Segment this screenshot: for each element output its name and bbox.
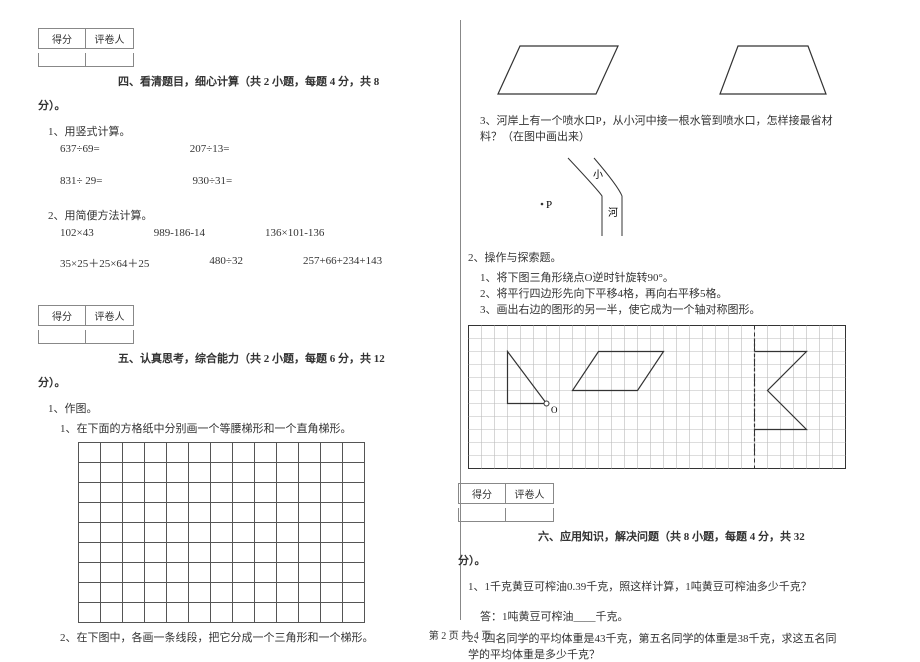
shapes-row: [488, 38, 842, 102]
s5-q2-label: 2、操作与探索题。: [468, 249, 842, 265]
s4-q1-row2: 831÷ 29= 930÷31=: [60, 175, 422, 187]
section6-title: 六、应用知识，解决问题（共 8 小题，每题 4 分，共 32: [538, 528, 842, 544]
score-box: 得分 评卷人: [38, 305, 134, 326]
s4-q2-row1: 102×43 989-186-14 136×101-136: [60, 227, 422, 239]
s6-q1: 1、1千克黄豆可榨油0.39千克，照这样计算，1吨黄豆可榨油多少千克？: [468, 578, 842, 594]
parallelogram-shape: [488, 38, 628, 102]
s5-q2-sub3: 3、画出右边的图形的另一半，使它成为一个轴对称图形。: [480, 301, 842, 317]
calc-expr: 102×43: [60, 227, 94, 239]
s5-q2-sub1: 1、将下图三角形绕点O逆时针旋转90°。: [480, 269, 842, 285]
calc-expr: 989-186-14: [154, 227, 205, 239]
section4-title-tail: 分）。: [38, 97, 422, 113]
section4-title: 四、看清题目，细心计算（共 2 小题，每题 4 分，共 8: [118, 73, 422, 89]
trapezoid-shape: [708, 38, 838, 102]
reviewer-label: 评卷人: [86, 29, 133, 48]
calc-expr: 637÷69=: [60, 143, 100, 155]
operation-grid: O: [468, 325, 842, 473]
calc-expr: 480÷32: [209, 255, 243, 271]
p-label: P: [546, 199, 552, 211]
score-box-empty: [38, 330, 134, 344]
grid-paper: [78, 442, 422, 623]
s4-q2-label: 2、用简便方法计算。: [48, 207, 422, 223]
section5-title-tail: 分）。: [38, 374, 422, 390]
reviewer-label: 评卷人: [506, 484, 553, 503]
score-box: 得分 评卷人: [458, 483, 554, 504]
river-label-top: 小: [593, 169, 603, 181]
section5-title: 五、认真思考，综合能力（共 2 小题，每题 6 分，共 12: [118, 350, 422, 366]
calc-expr: 207÷13=: [190, 143, 230, 155]
s5-q1-sub1: 1、在下面的方格纸中分别画一个等腰梯形和一个直角梯形。: [60, 420, 422, 436]
section6-title-tail: 分）。: [458, 552, 842, 568]
page-footer: 第 2 页 共 4 页: [0, 627, 920, 642]
s5-q1-label: 1、作图。: [48, 400, 422, 416]
calc-expr: 257+66+234+143: [303, 255, 382, 271]
s4-q2-row2: 35×25＋25×64＋25 480÷32 257+66+234+143: [60, 255, 422, 271]
s5-q2-sub2: 2、将平行四边形先向下平移4格，再向右平移5格。: [480, 285, 842, 301]
calc-expr: 136×101-136: [265, 227, 324, 239]
svg-text:O: O: [551, 405, 558, 415]
score-label: 得分: [459, 484, 506, 503]
score-box-empty: [38, 53, 134, 67]
s6-q1-ans: 答：1吨黄豆可榨油____千克。: [480, 608, 842, 624]
s4-q1-label: 1、用竖式计算。: [48, 123, 422, 139]
river-label-bot: 河: [608, 207, 618, 219]
score-label: 得分: [39, 29, 86, 48]
s5-q1-sub3: 3、河岸上有一个喷水口P，从小河中接一根水管到喷水口，怎样接最省材料？（在图中画…: [480, 112, 842, 144]
calc-expr: 930÷31=: [193, 175, 233, 187]
river-diagram: P 小 河: [498, 150, 842, 243]
calc-expr: 35×25＋25×64＋25: [60, 255, 149, 271]
calc-expr: 831÷ 29=: [60, 175, 103, 187]
s4-q1-row1: 637÷69= 207÷13=: [60, 143, 422, 155]
score-box: 得分 评卷人: [38, 28, 134, 49]
reviewer-label: 评卷人: [86, 306, 133, 325]
score-box-empty: [458, 508, 554, 522]
score-label: 得分: [39, 306, 86, 325]
